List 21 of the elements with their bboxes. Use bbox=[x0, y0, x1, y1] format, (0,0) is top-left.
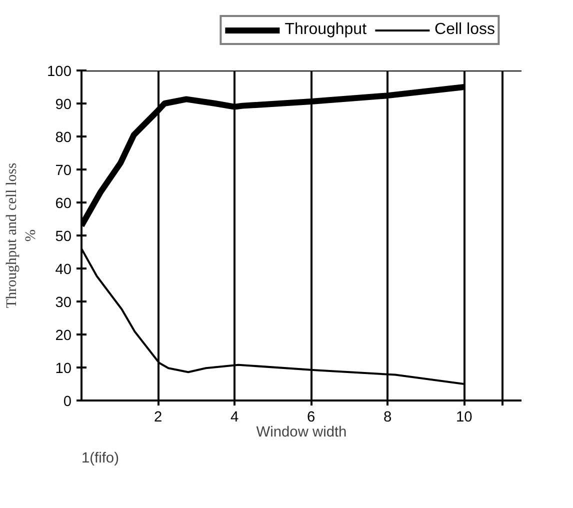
y-tick-label: 100 bbox=[47, 64, 72, 80]
x-tick-label: 10 bbox=[456, 410, 472, 426]
x-tick-label: 2 bbox=[154, 410, 162, 426]
x-tick-label: 4 bbox=[230, 410, 239, 426]
x-tick-label: 8 bbox=[384, 410, 392, 426]
y-tick-label: 50 bbox=[55, 229, 72, 245]
x-tick-label: 6 bbox=[306, 410, 316, 426]
y-tick-label: 20 bbox=[55, 328, 72, 344]
legend-label: Throughput bbox=[284, 21, 367, 39]
y-tick-label: 80 bbox=[55, 130, 72, 146]
y-tick-label: 70 bbox=[55, 163, 72, 179]
y-tick-label: 40 bbox=[55, 262, 72, 278]
x-axis-title: Window width bbox=[256, 424, 347, 440]
y-tick-label: 90 bbox=[55, 97, 72, 113]
text: 1(fifo) bbox=[82, 450, 119, 466]
y-axis-title: Throughput and cell loss % bbox=[4, 162, 40, 308]
y-tick-label: 30 bbox=[55, 295, 72, 311]
y-tick-label: 0 bbox=[63, 394, 72, 410]
legend-label: Cell loss bbox=[434, 21, 495, 39]
y-tick-label: 10 bbox=[55, 361, 72, 377]
y-tick-label: 60 bbox=[55, 196, 72, 212]
